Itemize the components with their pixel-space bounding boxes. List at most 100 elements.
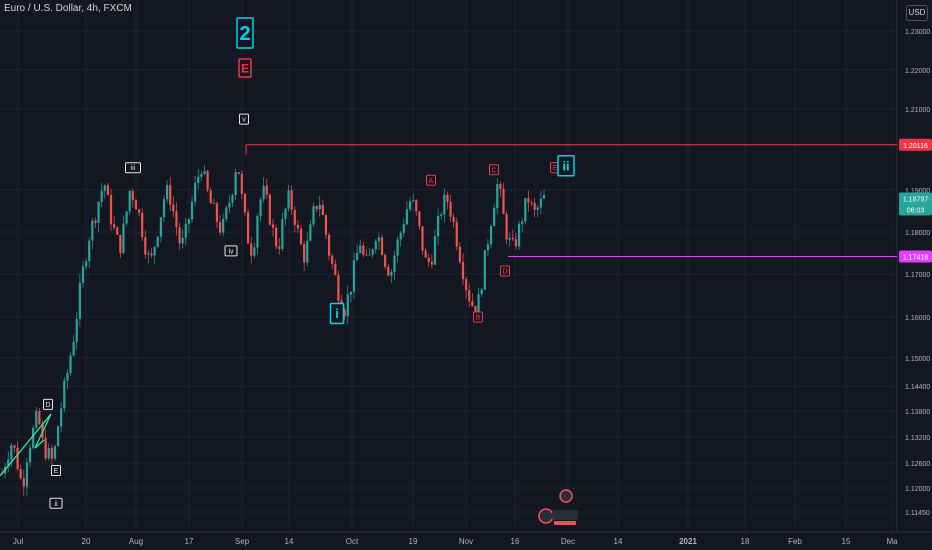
candle-body (147, 253, 150, 255)
candle-body (203, 171, 206, 175)
wave-label-box (43, 398, 53, 410)
candle-body (100, 190, 103, 202)
wave-label-red[interactable]: D (500, 265, 510, 277)
time-tick-label: 20 (82, 537, 91, 546)
candle-body (362, 245, 365, 255)
wave-label-white[interactable]: iii (125, 162, 141, 174)
wave-label-white[interactable]: v (239, 113, 249, 125)
time-tick-label: 17 (185, 537, 194, 546)
candle-body (346, 294, 349, 317)
candle-body (184, 223, 187, 238)
candle-body (517, 223, 521, 247)
candle-body (78, 282, 81, 319)
candle-body (231, 195, 234, 203)
candle-body (524, 198, 527, 222)
time-tick-label: 14 (614, 537, 623, 546)
price-tick-label: 1.16000 (905, 315, 930, 322)
candle-body (527, 198, 530, 203)
candle-body (331, 255, 334, 264)
wave-label-text: E (54, 468, 59, 475)
wave-label-text: E (553, 165, 558, 172)
wave-label-cyan[interactable]: i (329, 302, 345, 325)
price-tick-label: 1.17000 (905, 272, 930, 279)
candle-body (468, 290, 471, 302)
candle-body (197, 176, 200, 183)
resistance-price-badge-text: 1.20116 (903, 143, 928, 150)
candle-body (433, 236, 437, 265)
candle-body (200, 174, 203, 177)
symbol-title[interactable]: Euro / U.S. Dollar, 4h, FXCM (4, 3, 132, 14)
wave-label-white[interactable]: ii (49, 497, 63, 509)
candle-body (69, 355, 72, 374)
candle-body (493, 208, 496, 226)
candle-body (533, 202, 536, 210)
candle-body (19, 469, 22, 479)
candle-body (131, 190, 134, 201)
candle-body (352, 260, 356, 292)
candle-body (187, 219, 190, 224)
candle-body (443, 194, 446, 215)
currency-button[interactable]: USD (906, 5, 928, 21)
candle-body (418, 211, 421, 227)
candle-body (424, 250, 427, 258)
wave-label-white[interactable]: E (51, 465, 61, 476)
candle-body (449, 201, 452, 217)
candle-body (427, 257, 430, 262)
candle-body (194, 182, 197, 202)
support-price-badge-text: 1.17418 (903, 254, 928, 261)
candle-body (452, 216, 455, 222)
candle-body (181, 237, 184, 244)
wave-label-box (329, 302, 345, 325)
wave-label-cyan[interactable]: ii (557, 154, 575, 177)
event-marker-icon[interactable] (552, 510, 578, 520)
time-tick-label: 15 (842, 537, 851, 546)
candle-body (81, 266, 85, 283)
wave-label-white[interactable]: D (43, 398, 53, 410)
candle-body (387, 266, 390, 276)
candle-body (284, 208, 287, 219)
time-tick-label: Oct (346, 537, 359, 546)
wave-label-white[interactable]: iv (224, 245, 238, 257)
candle-body (94, 220, 97, 223)
time-tick-label: Jul (13, 537, 23, 546)
candle-body (489, 225, 493, 245)
candle-body (327, 234, 331, 256)
wave-label-box (426, 174, 436, 186)
wave-label-red-big[interactable]: E (238, 58, 252, 78)
candle-body (25, 462, 29, 487)
candle-body (125, 211, 128, 224)
time-axis[interactable]: Jul 20 Aug 17 Sep 14 Oct 19 Nov 16 Dec 14 2021 18 Feb 1… (13, 537, 898, 546)
candle-body (474, 305, 477, 314)
wave-label-cyan-big[interactable]: 2 (236, 17, 254, 49)
event-marker-icon[interactable] (559, 489, 573, 503)
wave-label-red[interactable]: A (426, 174, 436, 186)
candle-body (7, 459, 10, 467)
time-tick-label: 19 (409, 537, 418, 546)
wave-label-box (489, 164, 499, 176)
candle-body (502, 188, 505, 215)
wave-label-red[interactable]: B (473, 311, 483, 323)
event-markers[interactable] (538, 489, 578, 525)
candle-body (480, 289, 483, 295)
time-tick-label: Aug (129, 537, 143, 546)
price-tick-label: 1.23000 (905, 29, 930, 36)
candle-body (50, 448, 53, 459)
trend-lines (0, 413, 52, 477)
candle-body (530, 202, 533, 204)
wave-label-box (224, 245, 238, 257)
candle-body (334, 263, 337, 275)
candle-body (508, 238, 511, 240)
candle-body (436, 215, 440, 237)
chart-grid (0, 0, 932, 533)
support-price-badge (899, 250, 932, 263)
wave-label-box (239, 113, 249, 125)
wave-label-red[interactable]: C (489, 164, 499, 176)
event-marker-icon[interactable] (538, 508, 554, 524)
wave-label-text: ii (562, 158, 569, 173)
candle-body (63, 380, 66, 409)
price-axis[interactable]: 1.23000 1.22000 1.21000 1.19000 1.18000 1.170… (905, 29, 930, 517)
candle-body (461, 262, 465, 280)
candle-body (209, 190, 212, 204)
